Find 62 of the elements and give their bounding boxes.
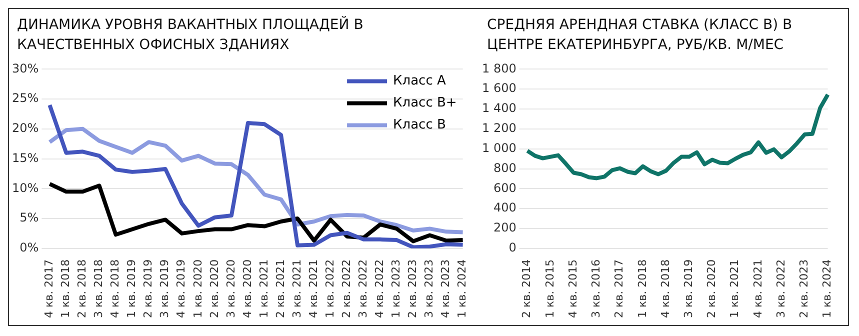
x-tick-label: 3 кв. 2022 bbox=[774, 259, 788, 318]
x-tick-label: 2 кв. 2020 bbox=[208, 259, 221, 318]
y-tick-label: 1 800 bbox=[482, 61, 516, 76]
x-tick-label: 1 кв. 2018 bbox=[636, 259, 649, 318]
x-tick-label: 1 кв. 2021 bbox=[257, 259, 270, 318]
x-tick-label: 4 кв. 2021 bbox=[306, 259, 320, 318]
chart-title: ДИНАМИКА УРОВНЯ ВАКАНТНЫХ ПЛОЩАДЕЙ В КАЧЕСТВЕННЫХ ОФИСНЫХ ЗДАНИЯХ bbox=[16, 15, 364, 55]
y-tick-label: 0 bbox=[508, 240, 516, 255]
y-tick-label: 25% bbox=[12, 91, 39, 106]
y-tick-label: 0% bbox=[20, 240, 39, 255]
x-tick-label: 2 кв. 2019 bbox=[142, 259, 155, 318]
x-tick-label: 3 кв. 2018 bbox=[92, 259, 106, 318]
x-tick-label: 3 кв. 2022 bbox=[356, 259, 370, 318]
x-tick-label: 1 кв. 2022 bbox=[323, 259, 336, 318]
legend-label: Класс В bbox=[393, 118, 446, 133]
y-tick-label: 800 bbox=[493, 160, 516, 175]
x-tick-label: 2 кв. 2018 bbox=[76, 259, 89, 318]
y-tick-label: 15% bbox=[12, 150, 39, 165]
y-tick-label: 1 400 bbox=[482, 101, 516, 116]
y-tick-label: 200 bbox=[493, 220, 516, 235]
x-tick-label: 1 кв. 2021 bbox=[728, 259, 742, 318]
x-tick-label: 3 кв. 2016 bbox=[590, 259, 603, 318]
x-tick-label: 4 кв. 2022 bbox=[373, 259, 386, 318]
legend-label: Класс В+ bbox=[393, 96, 457, 111]
y-tick-label: 5% bbox=[20, 210, 39, 225]
x-tick-label: 3 кв. 2019 bbox=[682, 259, 695, 318]
x-tick-label: 4 кв. 2018 bbox=[108, 259, 122, 318]
x-tick-label: 4 кв. 2015 bbox=[566, 259, 580, 318]
x-tick-label: 2 кв. 2021 bbox=[274, 259, 287, 318]
y-tick-label: 30% bbox=[12, 61, 39, 76]
x-tick-label: 2 кв. 2014 bbox=[520, 259, 534, 318]
y-tick-label: 20% bbox=[12, 121, 39, 136]
y-tick-label: 400 bbox=[493, 200, 516, 215]
x-tick-label: 1 кв. 2020 bbox=[191, 259, 204, 318]
x-tick-label: 3 кв. 2023 bbox=[422, 259, 436, 318]
x-tick-label: 4 кв. 2019 bbox=[174, 259, 188, 318]
x-tick-label: 1 кв. 2024 bbox=[820, 259, 834, 318]
x-tick-label: 2 кв. 2020 bbox=[705, 259, 718, 318]
x-tick-label: 4 кв. 2023 bbox=[439, 259, 452, 318]
x-tick-label: 2 кв. 2023 bbox=[406, 259, 420, 318]
x-tick-label: 4 кв. 2021 bbox=[751, 259, 764, 318]
x-tick-label: 4 кв. 2017 bbox=[42, 259, 56, 318]
x-tick-label: 2 кв. 2017 bbox=[612, 259, 626, 318]
x-tick-label: 2 кв. 2023 bbox=[798, 259, 811, 318]
y-tick-label: 1 600 bbox=[482, 81, 516, 96]
legend-label: Класс А bbox=[393, 74, 446, 89]
x-tick-label: 2 кв. 2022 bbox=[340, 259, 353, 318]
x-tick-label: 4 кв. 2020 bbox=[240, 259, 254, 318]
x-tick-label: 3 кв. 2021 bbox=[290, 259, 304, 318]
x-tick-label: 1 кв. 2018 bbox=[59, 259, 72, 318]
x-tick-label: 3 кв. 2019 bbox=[158, 259, 172, 318]
y-tick-label: 10% bbox=[12, 180, 39, 195]
x-tick-label: 1 кв. 2019 bbox=[125, 259, 138, 318]
y-tick-label: 1 000 bbox=[482, 140, 516, 155]
x-tick-label: 1 кв. 2023 bbox=[390, 259, 403, 318]
y-tick-label: 1 200 bbox=[482, 121, 516, 136]
y-tick-label: 600 bbox=[493, 180, 516, 195]
x-tick-label: 4 кв. 2018 bbox=[658, 259, 672, 318]
chart-title: СРЕДНЯЯ АРЕНДНАЯ СТАВКА (КЛАСС В) В ЦЕНТРЕ ЕКАТЕРИНБУРГА, РУБ/КВ. М/МЕС bbox=[486, 16, 794, 55]
x-tick-label: 3 кв. 2020 bbox=[224, 259, 238, 318]
x-tick-label: 1 кв. 2024 bbox=[456, 259, 469, 318]
x-tick-label: 1 кв. 2015 bbox=[543, 259, 556, 318]
